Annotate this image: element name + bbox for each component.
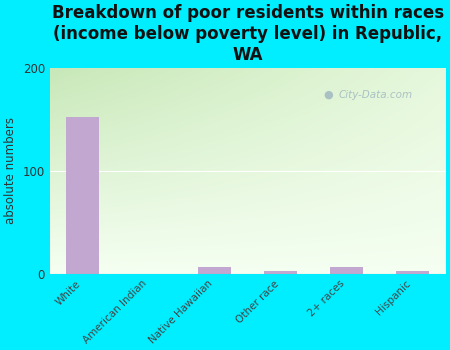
Text: ●: ● bbox=[323, 90, 333, 100]
Bar bbox=[66, 117, 99, 274]
Bar bbox=[264, 271, 297, 274]
Text: City-Data.com: City-Data.com bbox=[339, 90, 413, 100]
Y-axis label: absolute numbers: absolute numbers bbox=[4, 117, 17, 224]
Title: Breakdown of poor residents within races
(income below poverty level) in Republi: Breakdown of poor residents within races… bbox=[52, 4, 444, 64]
Bar bbox=[330, 267, 363, 274]
Bar bbox=[396, 271, 429, 274]
Bar bbox=[198, 267, 231, 274]
